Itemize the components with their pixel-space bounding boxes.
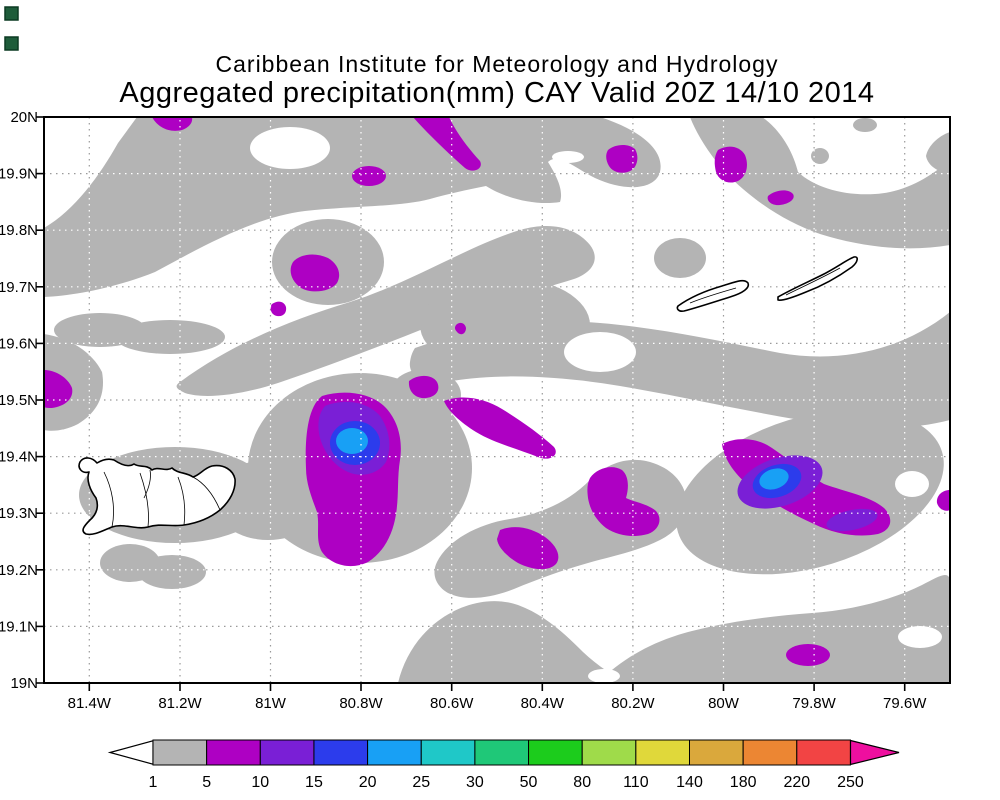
colorbar-value: 250	[837, 774, 864, 791]
y-axis-label: 19.9N	[0, 166, 38, 183]
colorbar-segment	[796, 739, 851, 766]
colorbar-segment	[420, 739, 476, 766]
colorbar-segment	[742, 739, 798, 766]
coastlines	[78, 256, 858, 536]
y-axis-label: 19.6N	[0, 335, 38, 352]
axis-ticks	[36, 116, 906, 691]
y-axis-label: 19.2N	[0, 562, 38, 579]
y-axis-label: 20N	[10, 109, 38, 126]
axis-labels: 20N 19.9N 19.8N 19.7N 19.6N 19.5N 19.4N 19.3N 19…	[0, 109, 927, 712]
colorbar-value: 25	[412, 774, 430, 791]
island-inner-line-northeast	[785, 267, 841, 296]
colorbar-value: 1	[149, 774, 158, 791]
colorbar-segment	[206, 739, 261, 766]
chart-subtitle: Aggregated precipitation(mm) CAY Valid 2…	[119, 77, 874, 109]
island-district-lines	[103, 469, 221, 528]
chart-title: Caribbean Institute for Meteorology and …	[216, 51, 779, 77]
colorbar-value: 180	[730, 774, 757, 791]
corner-marker-top	[4, 6, 19, 21]
precip-shade-lightblue	[336, 428, 789, 490]
colorbar-segment	[528, 739, 583, 766]
island-outline-center-small	[676, 279, 750, 312]
y-axis-label: 19.8N	[0, 222, 38, 239]
island-outline-west-large	[78, 457, 236, 536]
x-axis-label: 79.6W	[883, 695, 927, 712]
y-axis-label: 19.3N	[0, 505, 38, 522]
colorbar-right-arrow	[849, 739, 900, 766]
colorbar-value: 5	[202, 774, 211, 791]
y-axis-label: 19.4N	[0, 449, 38, 466]
y-axis-label: 19N	[10, 675, 38, 692]
colorbar-value: 220	[783, 774, 810, 791]
x-axis-label: 80.4W	[521, 695, 565, 712]
colorbar-value: 30	[466, 774, 484, 791]
island-inner-line-center	[689, 287, 737, 304]
colorbar-segment	[367, 739, 422, 766]
colorbar-segment	[474, 739, 530, 766]
colorbar-segment	[581, 739, 637, 766]
colorbar-value: 15	[305, 774, 323, 791]
colorbar-value: 10	[251, 774, 269, 791]
corner-marker-bottom	[4, 36, 19, 51]
colorbar-segment	[313, 739, 369, 766]
x-axis-label: 80W	[708, 695, 740, 712]
colorbar-value: 20	[359, 774, 377, 791]
x-axis-label: 79.8W	[792, 695, 836, 712]
precip-shade-holes	[250, 127, 942, 683]
x-axis-label: 80.2W	[611, 695, 655, 712]
colorbar-value: 110	[623, 774, 649, 791]
y-axis-label: 19.7N	[0, 279, 38, 296]
precip-shade-gray	[44, 117, 950, 683]
y-axis-label: 19.1N	[0, 618, 38, 635]
x-axis-label: 81.4W	[68, 695, 112, 712]
x-axis-label: 80.6W	[430, 695, 474, 712]
colorbar-value: 140	[676, 774, 703, 791]
colorbar-segment	[689, 739, 744, 766]
y-axis-label: 19.5N	[0, 392, 38, 409]
grid-lines-white	[44, 117, 950, 683]
x-axis-label: 81W	[255, 695, 287, 712]
x-axis-label: 81.2W	[158, 695, 202, 712]
x-axis-label: 80.8W	[339, 695, 383, 712]
map-plot-area	[44, 117, 950, 683]
colorbar-segment	[152, 739, 208, 766]
colorbar-legend: 1 5 10 15 20 25 30 50 80 110 140 180 220 250	[107, 739, 900, 791]
colorbar-value: 80	[573, 774, 591, 791]
colorbar-segment	[259, 739, 315, 766]
colorbar-segment	[635, 739, 690, 766]
colorbar-value: 50	[520, 774, 538, 791]
